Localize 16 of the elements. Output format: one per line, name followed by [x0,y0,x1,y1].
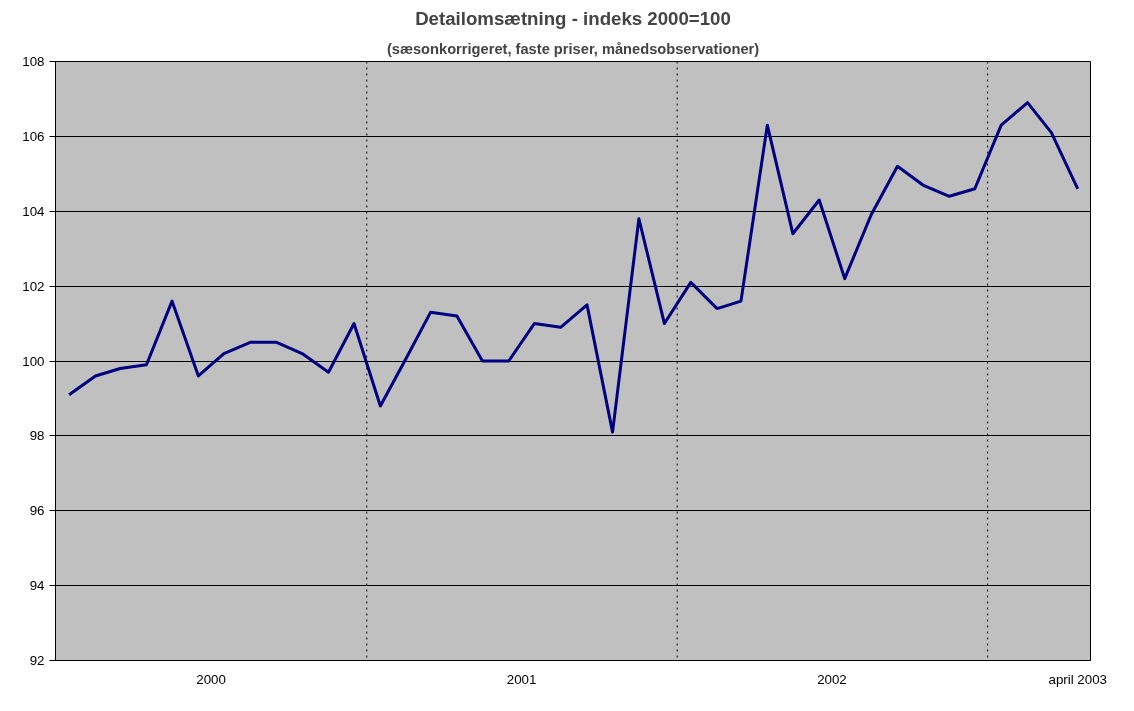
line-series [67,101,1080,434]
y-tick-label: 104 [22,203,46,219]
chart-subtitle: (sæsonkorrigeret, faste priser, månedsobservationer) [386,40,760,57]
x-tick-label: 2001 [506,671,537,687]
chart-title: Detailomsætning - indeks 2000=100 [415,7,731,29]
x-tick-label: 2002 [817,671,847,687]
x-tick-label: 2000 [196,671,226,687]
y-tick-label: 102 [22,278,45,294]
y-tick-label: 98 [29,428,45,444]
y-tick-label: 108 [22,54,45,69]
y-tick-label: 92 [29,653,45,668]
y-tick-label: 100 [22,353,45,369]
y-tick-label: 94 [29,578,46,594]
y-tick-label: 96 [29,503,45,519]
y-tick-label: 106 [22,128,45,144]
x-tick-label: april 2003 [1048,671,1108,687]
